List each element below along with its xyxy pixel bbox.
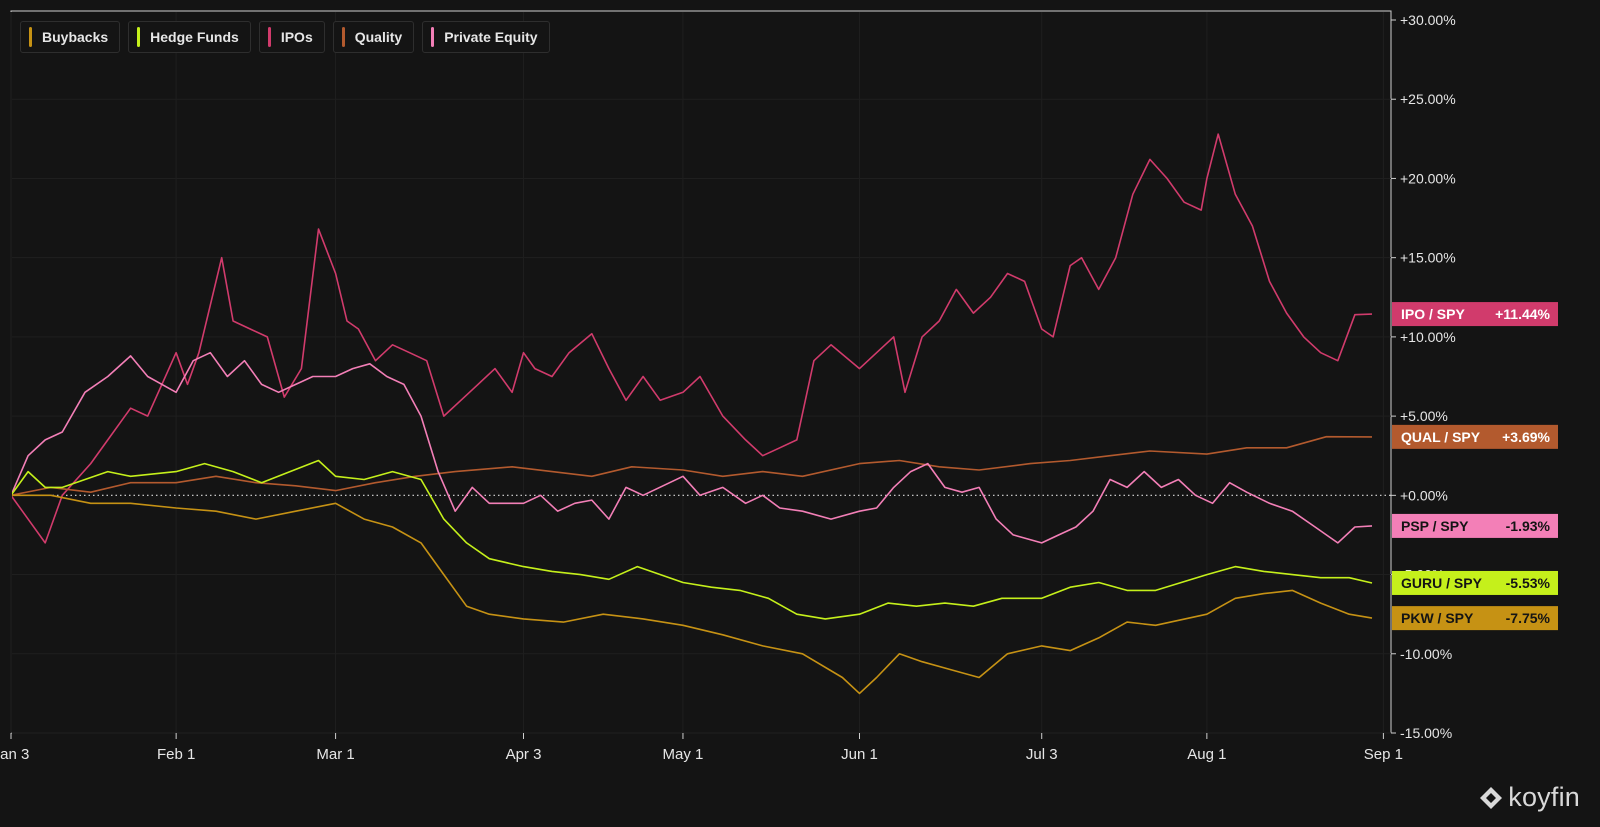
legend-item-ipos[interactable]: IPOs [258, 21, 325, 53]
legend-item-buybacks[interactable]: Buybacks [20, 21, 121, 53]
legend-item-private-equity[interactable]: Private Equity [422, 21, 550, 53]
plot-frame [10, 10, 1392, 734]
value-label-ticker-private-equity: PSP / SPY [1401, 518, 1469, 534]
legend-swatch-hedge-funds [137, 27, 141, 47]
x-tick-label: Feb 1 [157, 746, 195, 763]
legend-item-quality[interactable]: Quality [332, 21, 415, 53]
x-tick-label: Jan 3 [0, 746, 29, 763]
x-tick-label: Apr 3 [506, 746, 542, 763]
koyfin-logo-icon [1480, 786, 1503, 809]
legend-label-buybacks: Buybacks [42, 29, 109, 45]
y-tick-label: +15.00% [1400, 250, 1456, 266]
value-label-box-hedge-funds [1392, 570, 1558, 595]
y-tick-label: +0.00% [1400, 487, 1448, 503]
value-label-ticker-buybacks: PKW / SPY [1401, 610, 1474, 626]
x-tick-label: Mar 1 [316, 746, 354, 763]
x-tick-label: May 1 [663, 746, 704, 763]
legend-label-quality: Quality [354, 29, 403, 45]
legend-swatch-ipos [267, 27, 271, 47]
legend-swatch-private-equity [431, 27, 435, 47]
series-line-ipos[interactable] [11, 133, 1373, 544]
legend-label-hedge-funds: Hedge Funds [150, 29, 239, 45]
value-label-ticker-quality: QUAL / SPY [1401, 429, 1481, 445]
value-label-box-ipos [1392, 302, 1558, 327]
koyfin-brand: koyfin [1478, 782, 1580, 813]
y-tick-label: +10.00% [1400, 329, 1456, 345]
legend-label-ipos: IPOs [280, 29, 313, 45]
value-labels: IPO / SPY +11.44% QUAL / SPY +3.69% PSP / SP… [1392, 302, 1558, 631]
value-label-value-hedge-funds: -5.53% [1506, 575, 1551, 591]
series-line-buybacks[interactable] [11, 494, 1373, 695]
value-label-value-quality: +3.69% [1502, 429, 1550, 445]
brand-name: koyfin [1508, 782, 1580, 812]
y-tick-label: +30.00% [1400, 12, 1456, 28]
value-label-box-private-equity [1392, 513, 1558, 538]
value-label-ticker-hedge-funds: GURU / SPY [1401, 575, 1483, 591]
y-axis: +30.00% +25.00% +20.00% +15.00% +10.00% +5.00… [12, 12, 1456, 741]
legend-label-private-equity: Private Equity [444, 29, 538, 45]
legend-swatch-buybacks [29, 27, 32, 47]
series-line-quality[interactable] [11, 435, 1373, 496]
value-label-ticker-ipos: IPO / SPY [1401, 306, 1465, 322]
y-tick-label: -15.00% [1400, 725, 1452, 741]
value-label-value-ipos: +11.44% [1495, 306, 1550, 322]
x-tick-label: Jun 1 [841, 746, 878, 763]
y-tick-label: +20.00% [1400, 170, 1456, 186]
series-lines [11, 133, 1373, 695]
y-tick-label: -10.00% [1400, 646, 1452, 662]
x-tick-label: Aug 1 [1187, 746, 1226, 763]
value-label-value-private-equity: -1.93% [1506, 518, 1551, 534]
value-label-value-buybacks: -7.75% [1506, 610, 1551, 626]
value-label-box-quality [1392, 424, 1558, 449]
series-line-hedge-funds[interactable] [11, 459, 1373, 620]
value-label-box-buybacks [1392, 606, 1558, 631]
x-tick-label: Sep 1 [1364, 746, 1403, 763]
legend: Buybacks Hedge Funds IPOs Quality Privat… [20, 21, 550, 53]
series-line-private-equity[interactable] [11, 351, 1373, 544]
legend-item-hedge-funds[interactable]: Hedge Funds [128, 21, 251, 53]
x-tick-label: Jul 3 [1026, 746, 1058, 763]
y-tick-label: +5.00% [1400, 408, 1448, 424]
x-axis: Jan 3 Feb 1 Mar 1 Apr 3 May 1 Jun 1 Jul 3 Aug 1… [0, 12, 1403, 763]
y-tick-label: +25.00% [1400, 91, 1456, 107]
legend-swatch-quality [341, 27, 345, 47]
